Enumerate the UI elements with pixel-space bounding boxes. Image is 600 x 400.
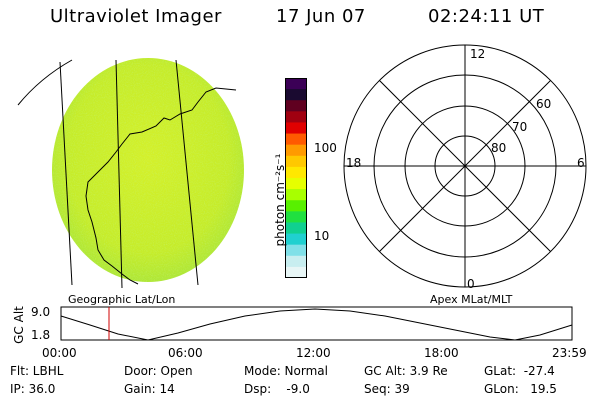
colorbar-tick-10: 10 (314, 229, 330, 243)
right-panel-label: Apex MLat/MLT (430, 293, 513, 306)
longitude-line (115, 59, 123, 289)
colorbar-segment (285, 78, 307, 90)
mlt-label-18: 18 (346, 156, 362, 170)
altitude-curve (60, 308, 573, 341)
color-bar (285, 78, 307, 278)
status-ip: IP: 36.0 (10, 382, 56, 396)
time-tick-0000: 00:00 (42, 346, 77, 360)
colorbar-segment (285, 266, 307, 278)
latitude-arc (17, 59, 73, 106)
colorbar-segment (285, 111, 307, 123)
coastline (85, 87, 237, 285)
image-time: 02:24:11 UT (428, 6, 545, 27)
status-dsp: Dsp: -9.0 (244, 382, 310, 396)
altitude-plot (60, 306, 573, 341)
time-tick-0600: 06:00 (168, 346, 203, 360)
colorbar-segment (285, 144, 307, 157)
colorbar-segment (285, 166, 307, 179)
colorbar-tick-100: 100 (314, 141, 337, 155)
time-tick-2359: 23:59 (552, 346, 587, 360)
colorbar-segment (285, 200, 307, 212)
status-gc-alt: GC Alt: 3.9 Re (364, 364, 448, 378)
mlt-label-6: 6 (577, 156, 585, 170)
altitude-ymin: 1.8 (31, 328, 51, 342)
colorbar-segment (285, 244, 307, 257)
colorbar-segment (285, 211, 307, 223)
geographic-image (17, 58, 244, 289)
longitude-line (59, 61, 73, 286)
colorbar-segment (285, 233, 307, 246)
instrument-title: Ultraviolet Imager (50, 6, 222, 27)
diagonal-line (379, 80, 551, 252)
status-mode: Mode: Normal (244, 364, 328, 378)
colorbar-segment (285, 155, 307, 168)
colorbar-segment (285, 178, 307, 190)
left-panel-label: Geographic Lat/Lon (68, 293, 176, 306)
status-door: Door: Open (124, 364, 193, 378)
colorbar-segment (285, 222, 307, 235)
status-filter: Flt: LBHL (10, 364, 64, 378)
image-date: 17 Jun 07 (276, 6, 366, 27)
lat-label-70: 70 (512, 120, 528, 134)
colorbar-segment (285, 89, 307, 101)
colorbar-segment (285, 122, 307, 135)
mlt-label-12: 12 (470, 47, 486, 61)
status-glat: GLat: -27.4 (484, 364, 555, 378)
colorbar-segment (285, 189, 307, 201)
status-gain: Gain: 14 (124, 382, 175, 396)
polar-grid (343, 44, 587, 288)
colorbar-unit-label: photon cm⁻²s⁻¹ (273, 153, 287, 247)
colorbar-segment (285, 255, 307, 268)
altitude-ylabel: GC Alt (12, 306, 26, 344)
status-glon: GLon: 19.5 (484, 382, 557, 396)
longitude-line (175, 59, 199, 286)
colorbar-segment (285, 133, 307, 146)
lat-label-60: 60 (536, 97, 552, 111)
mlt-label-0: 0 (467, 277, 475, 291)
colorbar-segment (285, 100, 307, 112)
lat-label-80: 80 (491, 141, 507, 155)
status-seq: Seq: 39 (364, 382, 410, 396)
time-tick-1200: 12:00 (296, 346, 331, 360)
altitude-ymax: 9.0 (31, 305, 51, 319)
time-tick-1800: 18:00 (424, 346, 459, 360)
